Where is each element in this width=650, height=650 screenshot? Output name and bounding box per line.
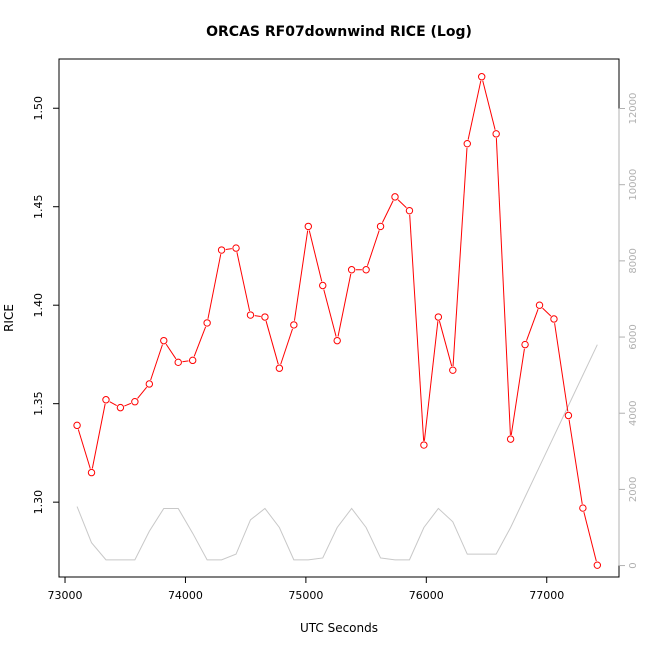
series-red-segment xyxy=(397,199,407,209)
series-red-segment xyxy=(409,214,425,441)
series-red-point xyxy=(102,396,110,404)
x-tick-label: 74000 xyxy=(168,589,203,602)
series-red-point xyxy=(131,398,139,406)
series-red-point xyxy=(145,380,154,388)
series-grey-layer xyxy=(76,344,598,561)
y-tick-label: 1.35 xyxy=(32,391,45,416)
series-red-point xyxy=(376,222,385,231)
y-axis-left: 1.30 1.35 1.40 1.45 1.50 xyxy=(32,96,60,515)
y2-tick-label: 8000 xyxy=(628,248,639,273)
series-red-point xyxy=(290,321,298,329)
series-red-segment xyxy=(91,403,106,469)
series-red-point xyxy=(73,421,81,430)
series-red-point xyxy=(449,366,457,374)
series-red-segment xyxy=(193,326,207,357)
series-red-point xyxy=(521,340,529,349)
series-red-point xyxy=(362,266,370,274)
series-red-point xyxy=(593,561,602,569)
series-red-point xyxy=(261,313,269,321)
series-red-point xyxy=(116,403,125,412)
series-red-segment xyxy=(109,401,117,407)
x-tick-label: 76000 xyxy=(409,589,444,602)
series-red-point xyxy=(492,130,500,138)
series-red-segment xyxy=(495,138,511,435)
series-red-segment xyxy=(293,230,309,321)
series-red-point xyxy=(188,356,197,365)
x-tick-label: 75000 xyxy=(288,589,323,602)
series-red-point xyxy=(535,301,544,309)
series-red-segment xyxy=(323,289,337,337)
series-red-point xyxy=(160,336,168,345)
series-red-point xyxy=(420,441,428,449)
series-red-segment xyxy=(124,402,132,407)
y-axis-label: RICE xyxy=(2,304,16,332)
series-red-segment xyxy=(568,419,583,504)
series-red-point xyxy=(434,313,443,321)
series-red-point xyxy=(550,315,558,323)
series-red-segment xyxy=(438,320,453,367)
series-red-segment xyxy=(254,315,261,317)
series-red-segment xyxy=(280,328,293,365)
series-red-segment xyxy=(423,321,439,441)
x-tick-label: 73000 xyxy=(48,589,83,602)
y-tick-label: 1.45 xyxy=(32,194,45,219)
series-red-segment xyxy=(554,323,569,412)
series-red-point xyxy=(87,468,96,477)
series-red-segment xyxy=(137,386,148,399)
series-red-point xyxy=(217,246,226,254)
series-red-point xyxy=(246,311,255,319)
series-red-point xyxy=(347,266,356,274)
series-red-segment xyxy=(542,307,552,317)
y-tick-label: 1.50 xyxy=(32,96,45,121)
series-red-point xyxy=(478,73,486,81)
series-red-point xyxy=(319,281,327,290)
y2-tick-label: 12000 xyxy=(628,93,639,125)
series-red-segment xyxy=(265,320,279,365)
series-red-segment xyxy=(225,248,232,250)
series-red-point xyxy=(391,193,399,201)
y-axis-right: 0 2000 4000 6000 8000 10000 12000 xyxy=(618,93,639,569)
series-red-point xyxy=(304,222,312,231)
series-red-point xyxy=(174,358,182,367)
series-red-segment xyxy=(236,252,251,312)
series-red-segment xyxy=(482,80,496,130)
y2-tick-label: 2000 xyxy=(628,477,639,502)
series-red-point xyxy=(405,206,414,215)
series-red-segment xyxy=(308,230,323,282)
x-axis-label: UTC Seconds xyxy=(300,621,378,635)
series-red-point xyxy=(564,411,573,420)
series-red-segment xyxy=(510,348,525,436)
series-red-segment xyxy=(337,273,352,337)
series-red-point xyxy=(463,139,471,148)
y2-tick-label: 4000 xyxy=(628,400,639,425)
series-red-segment xyxy=(467,80,482,140)
series-red-segment xyxy=(366,230,380,266)
series-red-point xyxy=(275,364,284,372)
series-red-segment xyxy=(583,512,597,562)
series-red-segment xyxy=(77,429,91,469)
series-red-point xyxy=(232,244,240,252)
series-red-layer xyxy=(73,73,602,569)
series-red-point xyxy=(506,435,515,443)
y2-tick-label: 10000 xyxy=(628,169,639,201)
series-red-segment xyxy=(150,344,163,381)
series-red-segment xyxy=(182,360,189,363)
series-red-segment xyxy=(526,308,539,341)
y-tick-label: 1.30 xyxy=(32,490,45,515)
series-red-segment xyxy=(165,343,177,360)
series-red-point xyxy=(333,336,341,345)
series-red-segment xyxy=(452,147,468,367)
chart-title: ORCAS RF07downwind RICE (Log) xyxy=(206,24,472,40)
y2-tick-label: 6000 xyxy=(628,324,639,349)
series-red-segment xyxy=(207,254,222,319)
y2-tick-label: 0 xyxy=(628,562,639,568)
x-tick-label: 77000 xyxy=(529,589,564,602)
series-red-point xyxy=(579,504,587,512)
x-axis: 73000 74000 75000 76000 77000 xyxy=(48,576,564,602)
series-red-point xyxy=(203,319,211,327)
series-red-segment xyxy=(381,200,394,223)
y-tick-label: 1.40 xyxy=(32,293,45,318)
series-grey-line xyxy=(76,344,598,561)
